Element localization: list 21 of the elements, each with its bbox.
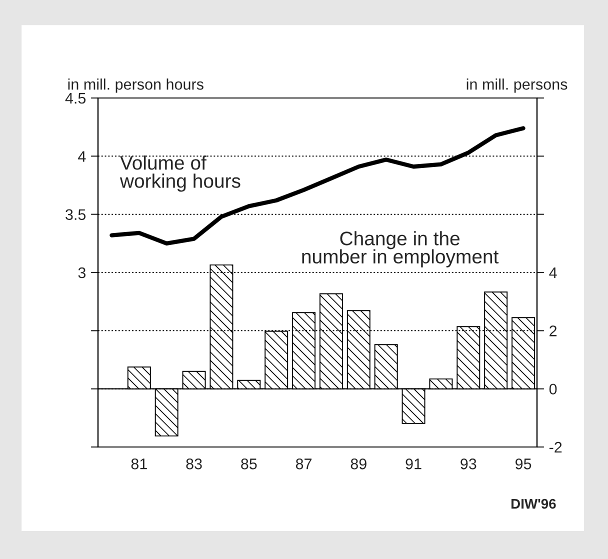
text: DIW'96 [512, 498, 556, 509]
y2-tick-label: 2 [550, 326, 557, 336]
x-tick-label: 83 [186, 458, 202, 470]
x-tick-label: 93 [460, 458, 476, 470]
y-tick-label: 3.5 [66, 209, 86, 220]
y-tick-label: 4 [78, 151, 86, 162]
y2-tick-label: 0 [549, 384, 557, 395]
y-axis-title: in mill. person hours [68, 78, 204, 93]
series-label: Volume of working hours [120, 155, 240, 192]
series-label: Change in the number in employment [302, 231, 499, 268]
x-tick-label: 95 [516, 458, 532, 470]
x-tick-label: 85 [241, 458, 257, 470]
y2-axis-title: in mill. persons [466, 78, 568, 93]
y2-tick-label: -2 [549, 442, 562, 453]
x-tick-label: 89 [350, 458, 366, 470]
y2-tick-label: 4 [549, 268, 557, 278]
x-tick-label: 87 [296, 458, 312, 470]
y-tick-label: 3 [78, 267, 86, 278]
x-tick-label: 91 [406, 458, 422, 470]
y-tick-label: 4.5 [65, 93, 86, 104]
x-tick-label: 81 [131, 458, 147, 470]
